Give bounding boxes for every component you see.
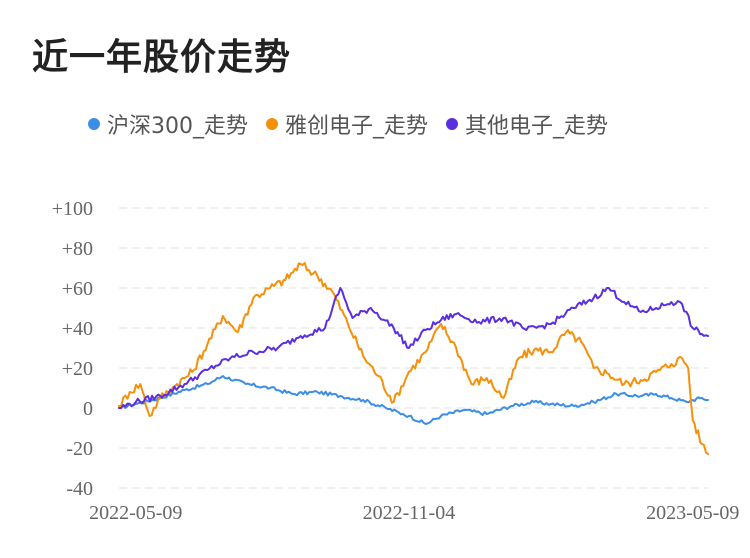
legend-item-hs300[interactable]: 沪深300_走势	[88, 108, 248, 140]
series-line-1	[118, 262, 709, 455]
y-tick-label-4: +20	[62, 358, 93, 380]
y-tick-label-6: -20	[66, 438, 93, 460]
legend-dot-hs300	[88, 118, 100, 130]
legend-label-qita: 其他电子_走势	[465, 114, 609, 139]
legend-dot-yachuang	[266, 118, 278, 130]
legend: 沪深300_走势 雅创电子_走势 其他电子_走势	[88, 108, 626, 140]
series-line-2	[118, 287, 709, 410]
legend-item-yachuang[interactable]: 雅创电子_走势	[266, 108, 428, 140]
y-tick-label-0: +100	[52, 198, 93, 220]
y-tick-label-3: +40	[62, 318, 93, 340]
chart-title: 近一年股价走势	[32, 37, 292, 78]
x-tick-label-2: 2023-05-09	[646, 502, 739, 524]
x-tick-label-0: 2022-05-09	[89, 502, 182, 524]
y-tick-label-2: +60	[62, 278, 93, 300]
legend-label-hs300: 沪深300_走势	[107, 114, 248, 139]
y-tick-label-1: +80	[62, 238, 93, 260]
y-tick-label-7: -40	[66, 478, 93, 500]
legend-dot-qita	[446, 118, 459, 130]
x-tick-label-1: 2022-11-04	[363, 502, 456, 524]
series-line-0	[118, 375, 709, 425]
y-tick-label-5: 0	[83, 398, 93, 420]
legend-item-qita[interactable]: 其他电子_走势	[446, 108, 608, 140]
legend-label-yachuang: 雅创电子_走势	[285, 114, 429, 139]
